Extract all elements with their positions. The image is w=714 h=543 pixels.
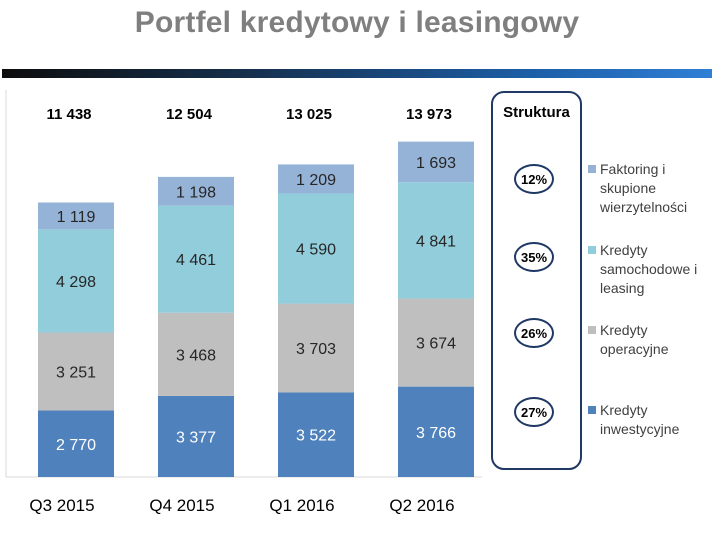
structure-panel [491,91,582,470]
legend-label: Kredyty inwestycyjne [600,402,680,437]
bar-segment-1-Q2-2016 [398,386,474,477]
legend-swatch [588,165,596,173]
total-label: 11 438 [46,106,91,123]
data-label: 3 766 [416,425,456,442]
structure-pct-samochodowe: 35% [514,242,554,272]
category-label: Q2 2016 [389,496,454,515]
data-label: 1 209 [296,172,336,189]
title-divider [2,69,712,78]
data-label: 3 522 [296,428,336,445]
data-label: 1 119 [57,209,96,226]
data-label: 1 198 [176,184,216,201]
bar-segment-1-Q3-2015 [38,410,114,477]
legend-swatch [588,326,596,334]
bar-segment-4-Q1-2016 [278,164,354,194]
data-label: 3 674 [416,336,456,353]
total-label: 13 025 [286,106,332,123]
data-label: 2 770 [56,437,96,454]
bar-segment-3-Q2-2016 [398,182,474,299]
data-label: 4 461 [176,252,216,269]
category-label: Q4 2015 [149,496,214,515]
data-label: 3 377 [176,429,216,446]
category-label: Q3 2015 [29,496,94,515]
bar-segment-4-Q2-2016 [398,141,474,183]
data-label: 4 841 [416,233,456,250]
legend-label: Kredyty operacyjne [600,322,669,357]
bar-segment-1-Q1-2016 [278,392,354,477]
structure-pct-operacyjne: 26% [514,318,554,348]
data-label: 3 251 [56,365,96,382]
total-label: 12 504 [166,106,213,123]
data-label: 1 693 [416,155,456,172]
bar-segment-3-Q4-2015 [158,205,234,313]
data-label: 3 468 [176,347,216,364]
bar-segment-2-Q2-2016 [398,298,474,387]
bar-segment-1-Q4-2015 [158,395,234,477]
total-label: 13 973 [406,106,452,123]
bar-segment-3-Q1-2016 [278,193,354,304]
bar-segment-4-Q4-2015 [158,176,234,206]
bar-segment-2-Q3-2015 [38,332,114,411]
data-label: 4 298 [56,274,96,291]
page-title: Portfel kredytowy i leasingowy [134,6,580,39]
structure-title: Struktura [503,104,570,121]
bar-segment-2-Q4-2015 [158,312,234,396]
bar-segment-4-Q3-2015 [38,202,114,230]
data-label: 4 590 [296,242,336,259]
legend-swatch [588,246,596,254]
bar-segment-3-Q3-2015 [38,229,114,333]
structure-pct-faktoring: 12% [514,164,554,194]
stacked-bar-chart: 2 770 3 251 4 298 1 119 11 438 Q3 2015 3 377 3 … [5,90,482,515]
legend-label: Faktoring i skupione wierzytelności [600,161,688,215]
structure-pct-inwestycyjne: 27% [514,397,554,427]
legend-swatch [588,406,596,414]
data-label: 3 703 [296,341,336,358]
category-label: Q1 2016 [269,496,334,515]
bar-segment-2-Q1-2016 [278,303,354,393]
legend-label: Kredyty samochodowe i leasing [600,242,698,296]
